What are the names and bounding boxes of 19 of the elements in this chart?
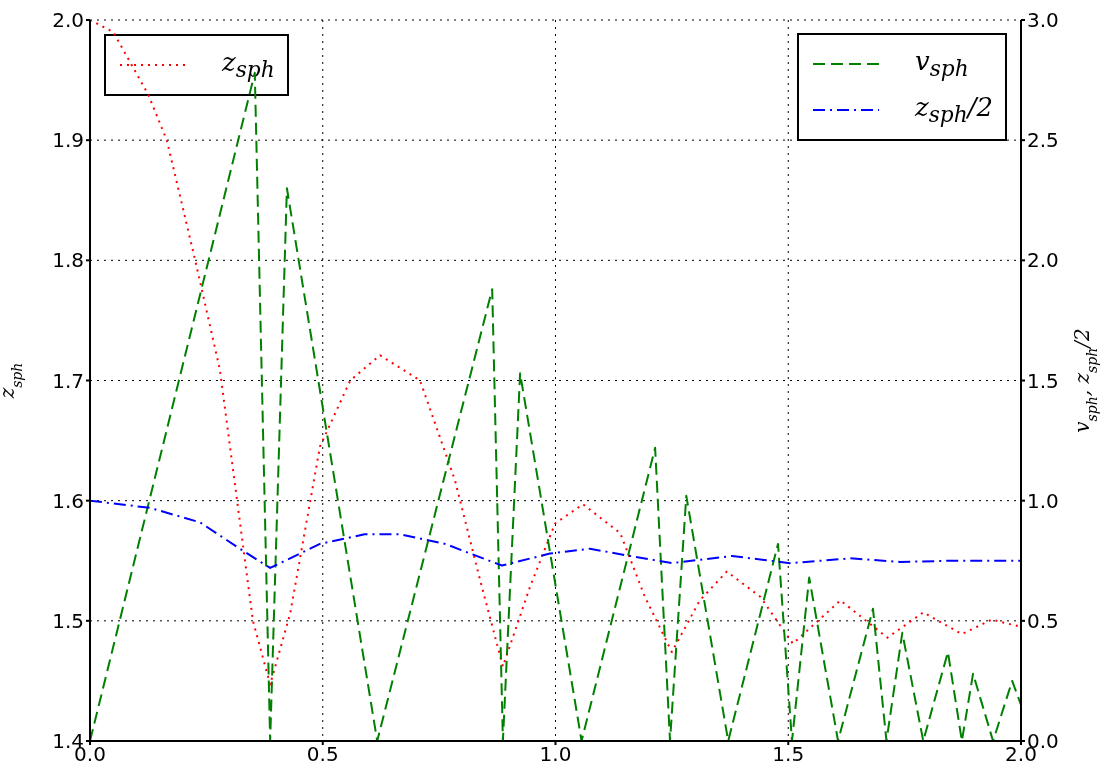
y-tick-label: 1.5	[52, 608, 84, 633]
line-series	[90, 499, 1021, 569]
y2-tick-label: 2.5	[1027, 128, 1059, 153]
x-tick-label: 1.0	[539, 742, 572, 767]
y-tick-label: 1.8	[52, 248, 84, 273]
y2-tick-label: 2.0	[1027, 248, 1059, 273]
legend-label: z$_{sph}$	[222, 47, 275, 83]
y2-tick-label: 1.5	[1027, 368, 1059, 393]
x-tick-label: 1.5	[772, 742, 805, 767]
y2-tick-label: 1.0	[1027, 488, 1059, 513]
y2-tick-label: 3.0	[1027, 8, 1059, 33]
y-tick-label: 1.6	[52, 488, 84, 513]
x-tick-label: 0.5	[306, 742, 339, 767]
legend-label: z$_{sph}$/2	[915, 92, 993, 128]
y-tick-label: 2.0	[52, 8, 84, 33]
y-tick-label: 1.9	[52, 128, 84, 153]
legend-label: v$_{sph}$	[915, 46, 969, 82]
y-tick-label: 1.7	[52, 368, 84, 393]
y2-tick-label: 0.5	[1027, 608, 1059, 633]
